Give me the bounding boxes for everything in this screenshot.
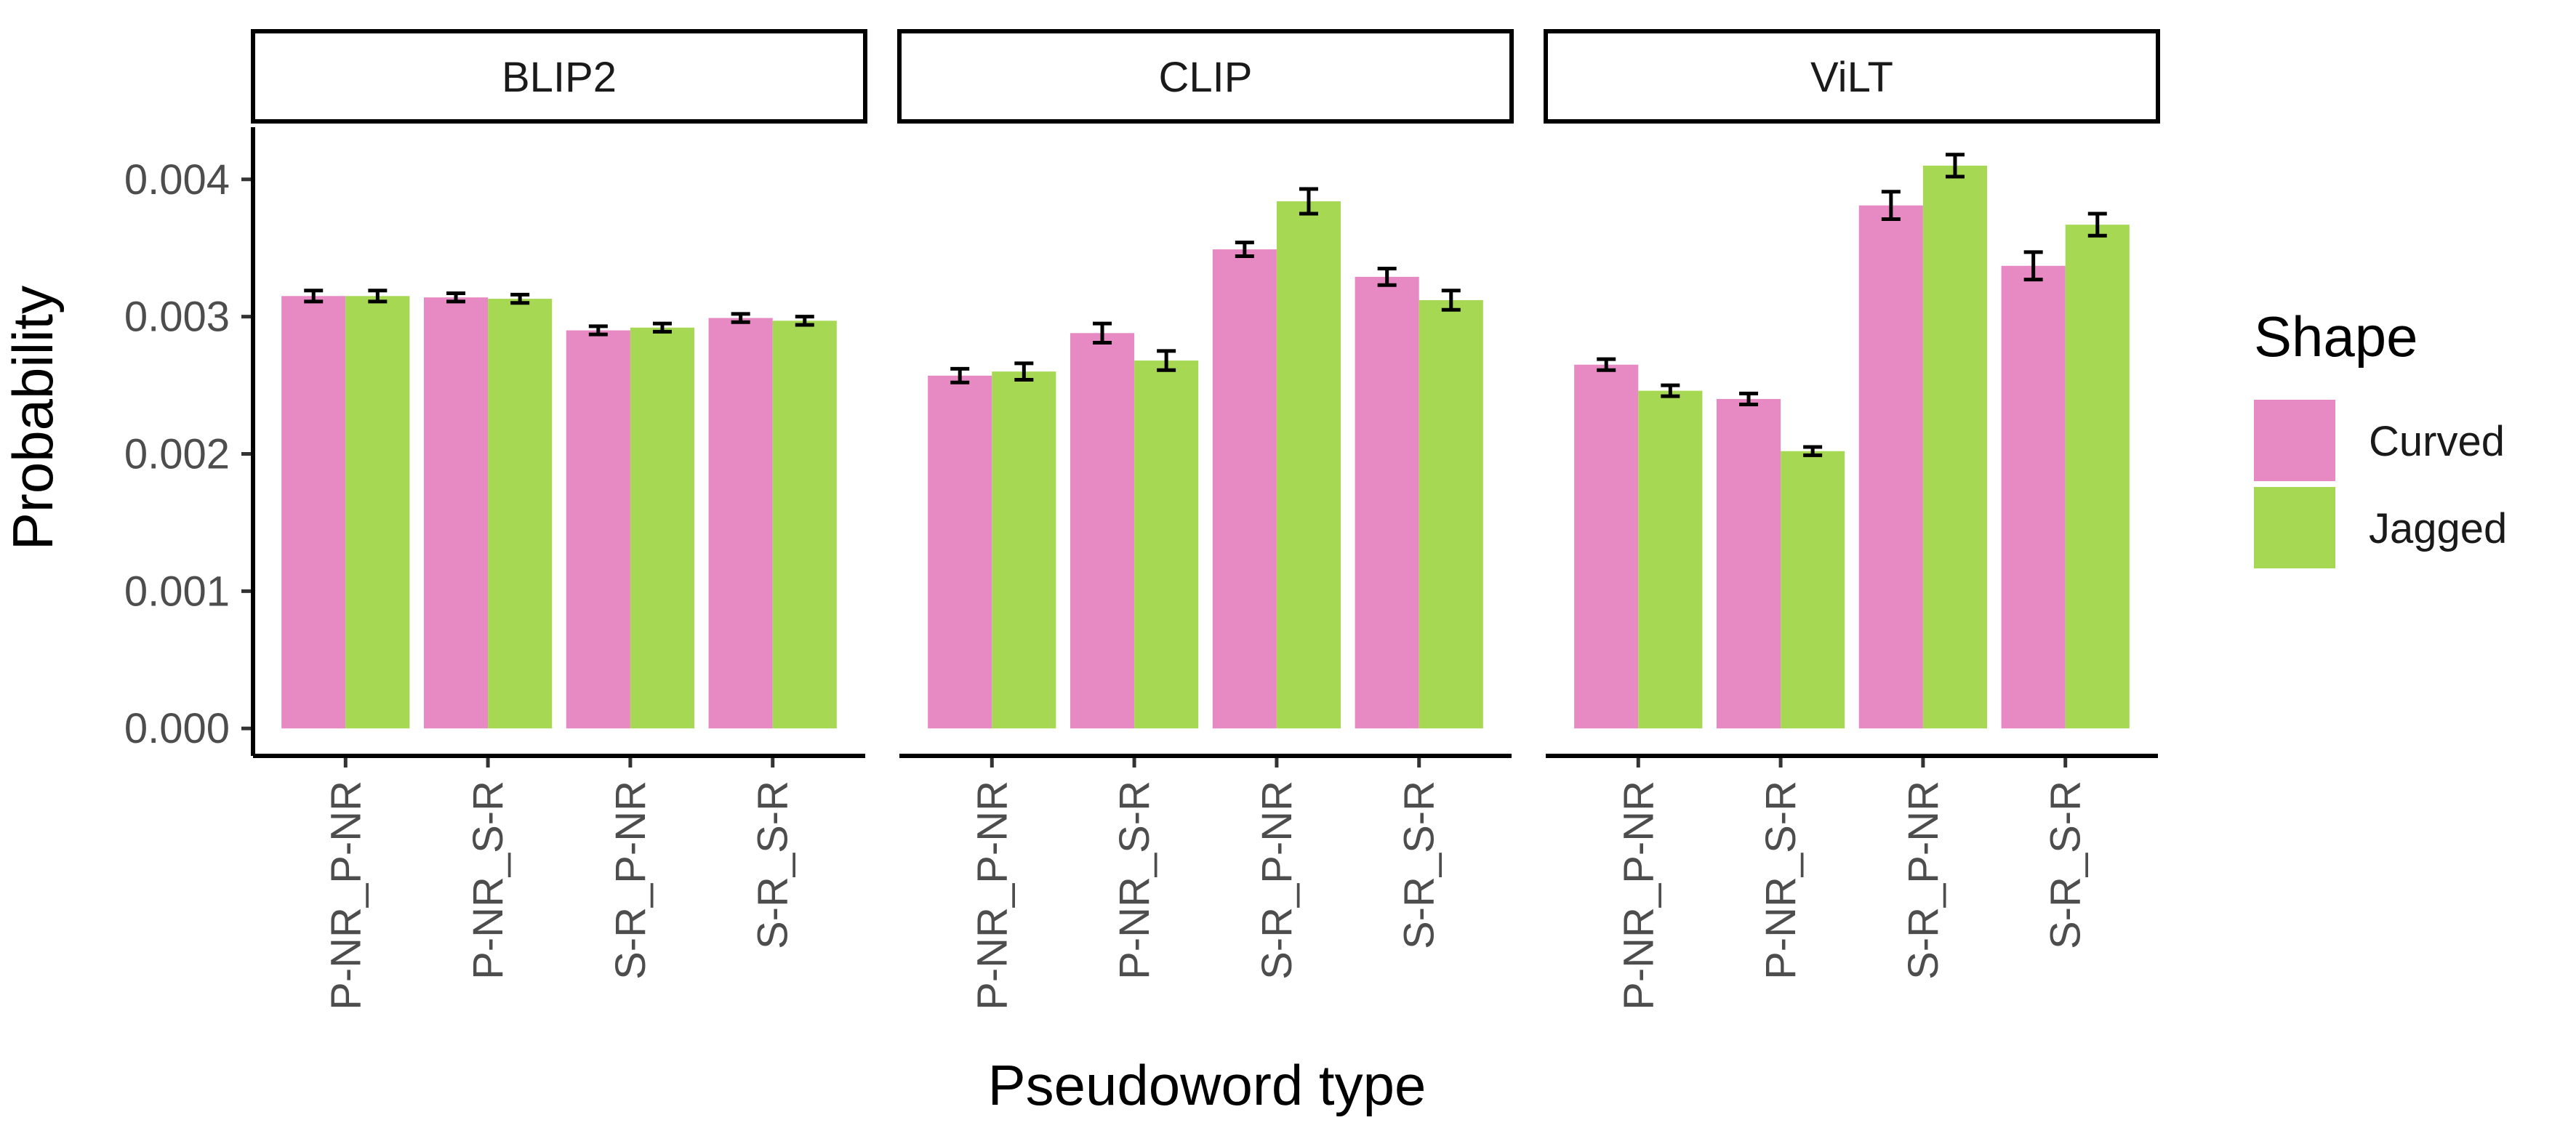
- y-tick-label: 0.004: [124, 156, 230, 204]
- bar-clip-jagged: [992, 371, 1056, 729]
- bar-blip2-jagged: [772, 321, 837, 729]
- bar-blip2-curved: [708, 318, 773, 729]
- bar-clip-jagged: [1276, 201, 1341, 729]
- x-tick-label: S-R_P-NR: [1253, 781, 1301, 980]
- x-tick-label: P-NR_S-R: [465, 781, 512, 980]
- x-tick-label: P-NR_S-R: [1111, 781, 1158, 980]
- legend-key-curved: [2254, 400, 2335, 481]
- legend-label: Jagged: [2369, 505, 2507, 552]
- bar-vilt-curved: [1574, 364, 1639, 729]
- facet-strip: [251, 29, 867, 124]
- facet-strip: [897, 29, 1514, 124]
- bar-blip2-curved: [566, 330, 630, 729]
- bar-blip2-jagged: [630, 327, 695, 729]
- x-tick-label: P-NR_P-NR: [968, 781, 1016, 1010]
- bar-clip-curved: [1355, 276, 1419, 729]
- y-axis-title: Probability: [1, 286, 65, 550]
- bar-blip2-curved: [281, 296, 346, 729]
- x-tick-label: S-R_S-R: [1396, 781, 1443, 949]
- legend-label: Curved: [2369, 418, 2505, 465]
- bar-blip2-jagged: [488, 299, 553, 729]
- x-tick-label: P-NR_P-NR: [322, 781, 369, 1010]
- x-tick-label: P-NR_S-R: [1757, 781, 1805, 980]
- legend-key-jagged: [2254, 487, 2335, 568]
- bar-vilt-curved: [1716, 398, 1781, 729]
- facet-strip-label: ViLT: [1810, 54, 1893, 101]
- x-tick-label: S-R_S-R: [2042, 781, 2090, 949]
- x-tick-label: S-R_S-R: [750, 781, 797, 949]
- x-tick-label: P-NR_P-NR: [1615, 781, 1662, 1010]
- y-tick-label: 0.003: [124, 294, 230, 341]
- bar-clip-curved: [1070, 333, 1135, 729]
- bar-vilt-jagged: [1781, 451, 1845, 729]
- x-tick-label: S-R_P-NR: [607, 781, 654, 980]
- bar-vilt-curved: [2001, 265, 2066, 729]
- y-tick-label: 0.000: [124, 705, 230, 752]
- bar-vilt-curved: [1858, 205, 1923, 729]
- y-tick-label: 0.001: [124, 568, 230, 615]
- facet-strip-label: BLIP2: [502, 54, 617, 101]
- bar-blip2-curved: [423, 297, 489, 729]
- x-axis-title: Pseudoword type: [988, 1053, 1427, 1117]
- bar-vilt-jagged: [2065, 225, 2130, 729]
- facet-strip: [1544, 29, 2160, 124]
- facet-strip-label: CLIP: [1159, 54, 1253, 101]
- bar-clip-curved: [1212, 249, 1277, 729]
- bar-clip-jagged: [1134, 360, 1199, 729]
- bar-blip2-jagged: [345, 296, 410, 729]
- legend-title: Shape: [2254, 305, 2418, 368]
- x-tick-label: S-R_P-NR: [1900, 781, 1947, 980]
- bar-clip-curved: [928, 375, 992, 729]
- bar-clip-jagged: [1419, 299, 1483, 729]
- bar-vilt-jagged: [1638, 390, 1703, 729]
- y-tick-label: 0.002: [124, 430, 230, 478]
- bar-vilt-jagged: [1922, 165, 1988, 729]
